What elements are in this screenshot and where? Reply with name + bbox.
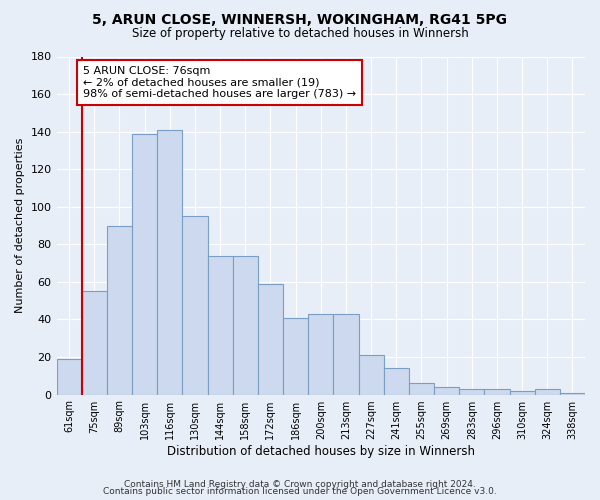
- Bar: [258, 284, 283, 395]
- Text: Contains HM Land Registry data © Crown copyright and database right 2024.: Contains HM Land Registry data © Crown c…: [124, 480, 476, 489]
- Text: Contains public sector information licensed under the Open Government Licence v3: Contains public sector information licen…: [103, 487, 497, 496]
- Bar: [132, 134, 157, 394]
- Bar: [56, 359, 82, 394]
- Bar: [233, 256, 258, 394]
- Text: 5 ARUN CLOSE: 76sqm
← 2% of detached houses are smaller (19)
98% of semi-detache: 5 ARUN CLOSE: 76sqm ← 2% of detached hou…: [83, 66, 356, 99]
- X-axis label: Distribution of detached houses by size in Winnersh: Distribution of detached houses by size …: [167, 444, 475, 458]
- Bar: [208, 256, 233, 394]
- Bar: [359, 355, 383, 395]
- Bar: [509, 391, 535, 394]
- Bar: [535, 389, 560, 394]
- Bar: [560, 392, 585, 394]
- Bar: [308, 314, 334, 394]
- Bar: [107, 226, 132, 394]
- Bar: [157, 130, 182, 394]
- Bar: [459, 389, 484, 394]
- Bar: [434, 387, 459, 394]
- Text: Size of property relative to detached houses in Winnersh: Size of property relative to detached ho…: [131, 28, 469, 40]
- Text: 5, ARUN CLOSE, WINNERSH, WOKINGHAM, RG41 5PG: 5, ARUN CLOSE, WINNERSH, WOKINGHAM, RG41…: [92, 12, 508, 26]
- Bar: [409, 384, 434, 394]
- Bar: [283, 318, 308, 394]
- Bar: [484, 389, 509, 394]
- Bar: [82, 292, 107, 395]
- Bar: [383, 368, 409, 394]
- Bar: [334, 314, 359, 394]
- Y-axis label: Number of detached properties: Number of detached properties: [15, 138, 25, 313]
- Bar: [182, 216, 208, 394]
